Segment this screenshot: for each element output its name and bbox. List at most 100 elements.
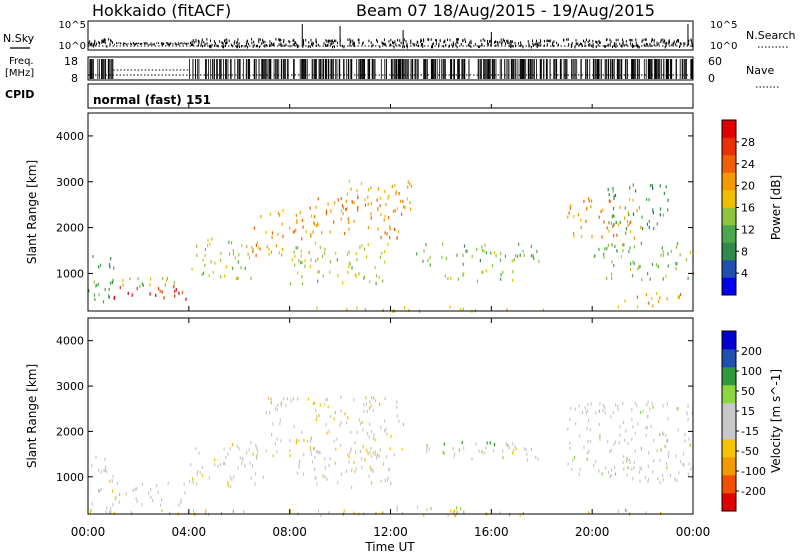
velocity-echo-mark [214,463,216,467]
velocity-echo-mark [328,429,330,433]
power-echo-mark [343,231,346,236]
power-echo-mark [513,258,515,262]
velocity-echo-mark [379,402,381,406]
power-echo-mark [380,235,382,240]
velocity-colorbar-tick: -15 [741,425,759,438]
power-echo-mark [377,187,380,191]
velocity-echo-mark [426,508,428,512]
velocity-echo-mark [385,427,387,432]
power-echo-mark [600,209,602,214]
velocity-colorbar-swatch [722,457,736,476]
power-echo-mark [315,224,317,228]
power-echo-mark [629,220,632,224]
power-echo-mark [137,277,139,281]
velocity-echo-mark [289,438,291,443]
velocity-echo-mark [327,405,329,409]
velocity-echo-mark [618,441,620,445]
velocity-echo-mark [276,450,278,454]
velocity-echo-mark [248,448,250,452]
velocity-echo-mark [372,436,374,440]
power-echo-mark [631,274,634,278]
velocity-echo-mark [617,404,619,408]
power-echo-mark [532,254,534,258]
velocity-echo-mark [684,439,686,443]
velocity-echo-mark [161,508,163,513]
power-echo-mark [348,179,350,183]
velocity-echo-mark [627,466,629,470]
velocity-echo-mark [396,508,398,512]
velocity-echo-mark [587,440,589,444]
power-echo-mark [392,209,394,213]
velocity-echo-mark [314,455,316,460]
power-echo-mark [211,237,213,241]
power-echo-mark [570,204,572,208]
power-echo-mark [301,275,303,279]
velocity-echo-mark [626,473,628,477]
power-echo-mark [662,253,664,257]
velocity-echo-mark [678,471,680,475]
velocity-echo-mark [463,510,465,514]
power-echo-mark [110,281,112,285]
velocity-echo-mark [583,445,585,449]
velocity-echo-mark [190,463,192,467]
velocity-echo-mark [344,412,346,416]
velocity-echo-mark [104,468,106,472]
power-echo-mark [624,216,626,220]
power-echo-mark [282,247,284,252]
power-echo-mark [162,277,164,281]
power-echo-mark [612,189,614,193]
velocity-echo-mark [679,460,682,464]
velocity-echo-mark [384,429,386,433]
velocity-echo-mark [614,472,617,476]
velocity-echo-mark [363,403,365,407]
velocity-echo-mark [687,404,689,408]
power-echo-mark [113,266,115,270]
velocity-echo-mark [442,450,444,454]
power-echo-mark [102,300,105,304]
power-echo-mark [259,247,261,251]
power-echo-mark [204,247,206,251]
velocity-echo-mark [262,475,264,479]
velocity-echo-mark [334,411,336,415]
velocity-echo-mark [112,503,114,507]
power-echo-mark [357,196,359,200]
power-echo-mark [612,214,614,218]
velocity-echo-mark [195,447,197,451]
velocity-echo-mark [119,492,121,497]
power-echo-mark [202,258,204,262]
power-echo-mark [333,220,335,224]
nsky-tick-bottom: 10^0 [59,41,86,52]
velocity-echo-mark [196,473,198,477]
velocity-echo-mark [637,422,639,426]
velocity-echo-mark [279,418,281,422]
power-colorbar-swatch [722,277,736,296]
velocity-echo-mark [363,409,365,414]
velocity-echo-mark [335,447,337,451]
power-echo-mark [613,215,615,219]
velocity-echo-mark [607,440,609,444]
power-echo-mark [409,201,411,205]
power-echo-mark [425,243,427,247]
velocity-echo-mark [319,403,321,407]
power-echo-mark [241,244,243,248]
power-echo-mark [659,296,661,300]
xlabel: Time UT [364,540,415,554]
power-echo-mark [384,189,386,194]
velocity-echo-mark [393,453,395,457]
power-echo-mark [567,215,569,219]
velocity-echo-mark [512,448,515,453]
velocity-echo-mark [270,397,272,401]
velocity-echo-mark [118,500,120,504]
power-echo-mark [354,273,356,277]
velocity-colorbar-tick: -50 [741,445,759,458]
power-echo-mark [538,259,540,264]
power-echo-mark [662,277,664,281]
velocity-echo-mark [250,441,252,445]
velocity-echo-mark [647,480,649,484]
velocity-echo-mark [376,456,378,460]
xtick-label: 12:00 [373,525,408,539]
power-echo-mark [228,240,230,244]
power-echo-mark [229,252,231,256]
power-echo-mark [358,272,360,276]
velocity-echo-mark [340,421,342,425]
